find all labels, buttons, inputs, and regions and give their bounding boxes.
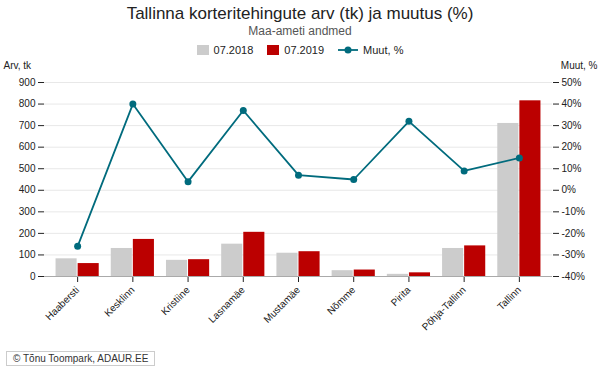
svg-text:Haabersti: Haabersti [43, 285, 81, 323]
svg-text:100: 100 [19, 250, 36, 261]
html-text:07.2018: 07.2018 [213, 44, 254, 57]
svg-text:700: 700 [19, 120, 36, 131]
svg-text:Tallinn: Tallinn [495, 285, 523, 313]
svg-text:600: 600 [19, 142, 36, 153]
svg-text:-30%: -30% [562, 250, 585, 261]
svg-text:Mustamäe: Mustamäe [261, 284, 302, 325]
html-text:Muut, %: Muut, % [363, 44, 404, 57]
svg-text:Muut, %: Muut, % [561, 60, 598, 71]
svg-text:Kristiine: Kristiine [159, 284, 192, 317]
svg-text:40%: 40% [562, 99, 582, 110]
svg-text:200: 200 [19, 228, 36, 239]
svg-text:0%: 0% [562, 185, 577, 196]
svg-text:10%: 10% [562, 163, 582, 174]
svg-text:900: 900 [19, 77, 36, 88]
svg-text:30%: 30% [562, 120, 582, 131]
svg-text:Kesklinn: Kesklinn [102, 285, 137, 320]
svg-text:Põhja-Tallinn: Põhja-Tallinn [420, 285, 468, 333]
svg-text:Arv, tk: Arv, tk [4, 60, 33, 71]
html-text:© Tõnu Toompark, ADAUR.EE: © Tõnu Toompark, ADAUR.EE [13, 353, 149, 365]
html-text:Maa-ameti andmed: Maa-ameti andmed [248, 24, 352, 39]
svg-text:Lasnamäe: Lasnamäe [206, 284, 247, 325]
svg-text:-10%: -10% [562, 206, 585, 217]
svg-text:Pirita: Pirita [389, 284, 413, 308]
svg-text:300: 300 [19, 206, 36, 217]
svg-text:-20%: -20% [562, 228, 585, 239]
svg-text:Nõmme: Nõmme [325, 284, 358, 317]
svg-text:0: 0 [30, 271, 36, 282]
svg-text:50%: 50% [562, 77, 582, 88]
svg-text:-40%: -40% [562, 271, 585, 282]
html-text:Tallinna korteritehingute arv: Tallinna korteritehingute arv (tk) ja mu… [126, 4, 474, 23]
svg-text:20%: 20% [562, 142, 582, 153]
svg-text:400: 400 [19, 185, 36, 196]
svg-text:800: 800 [19, 99, 36, 110]
html-text:07.2019: 07.2019 [284, 44, 325, 57]
svg-text:500: 500 [19, 163, 36, 174]
